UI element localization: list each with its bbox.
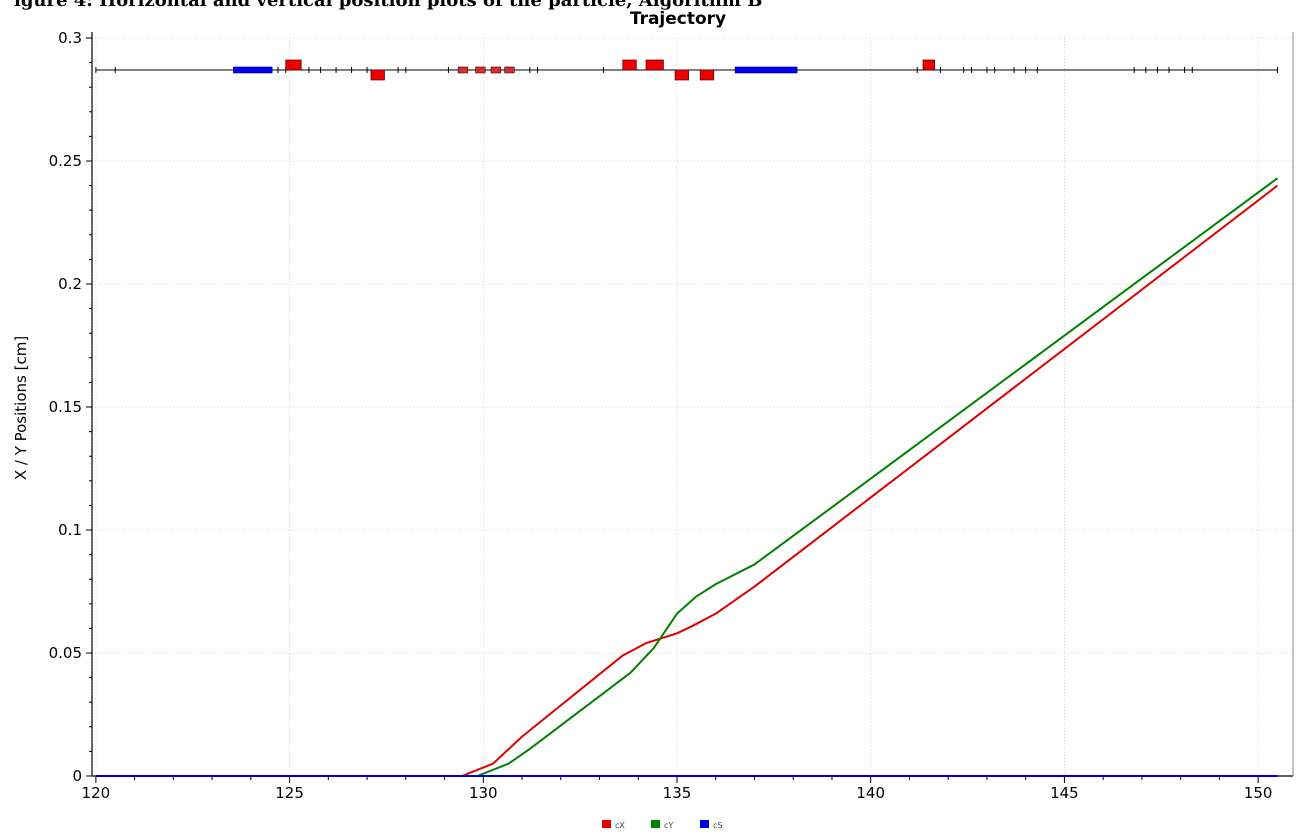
quadrupole-focusing [285, 59, 302, 71]
y-axis-label: X / Y Positions [cm] [12, 336, 30, 480]
x-tick-label: 140 [856, 784, 885, 802]
y-tick-label: 0.1 [58, 521, 82, 539]
quadrupole-defocusing [699, 69, 715, 81]
quadrupole-focusing [645, 59, 664, 71]
legend-swatch-cY [651, 820, 660, 828]
x-tick-label: 120 [82, 784, 111, 802]
series-line-cY [95, 177, 1279, 777]
legend-label-cY: cY [664, 821, 673, 830]
y-tick-label: 0.3 [58, 29, 82, 47]
legend-label-cX: cX [615, 821, 625, 830]
dipole-element [734, 66, 798, 74]
y-tick-label: 0.25 [49, 152, 82, 170]
dipole-element [233, 66, 273, 74]
quadrupole-defocusing [370, 69, 385, 81]
corrector-element [475, 66, 486, 74]
legend-swatch-cS [700, 820, 709, 828]
corrector-element [457, 66, 469, 74]
series-line-cX [95, 184, 1279, 777]
x-tick-label: 135 [663, 784, 692, 802]
y-tick-label: 0.2 [58, 275, 82, 293]
beamline-lattice [95, 59, 1279, 81]
axes: 0 0.05 0.1 0.15 0.2 0.25 0.3 120 125 130 135 140 145… [49, 29, 1294, 802]
y-tick-label: 0.05 [49, 644, 82, 662]
y-tick-label: 0.15 [49, 398, 82, 416]
x-tick-label: 150 [1244, 784, 1273, 802]
y-tick-label: 0 [72, 767, 82, 785]
figure-caption: igure 4: Horizontal and vertical positio… [14, 0, 763, 11]
quadrupole-focusing [622, 59, 637, 71]
legend-swatch-cX [602, 820, 611, 828]
grid [92, 37, 1293, 777]
series-lines [95, 177, 1279, 777]
x-tick-label: 125 [275, 784, 304, 802]
corrector-element [504, 66, 515, 74]
quadrupole-defocusing [674, 69, 689, 81]
x-tick-label: 130 [469, 784, 498, 802]
quadrupole-focusing [922, 59, 935, 71]
legend-label-cS: cS [713, 821, 722, 830]
corrector-element [490, 66, 502, 74]
chart-title: Trajectory [630, 9, 726, 29]
x-tick-label: 145 [1050, 784, 1079, 802]
legend: cX cY cS [602, 820, 722, 830]
